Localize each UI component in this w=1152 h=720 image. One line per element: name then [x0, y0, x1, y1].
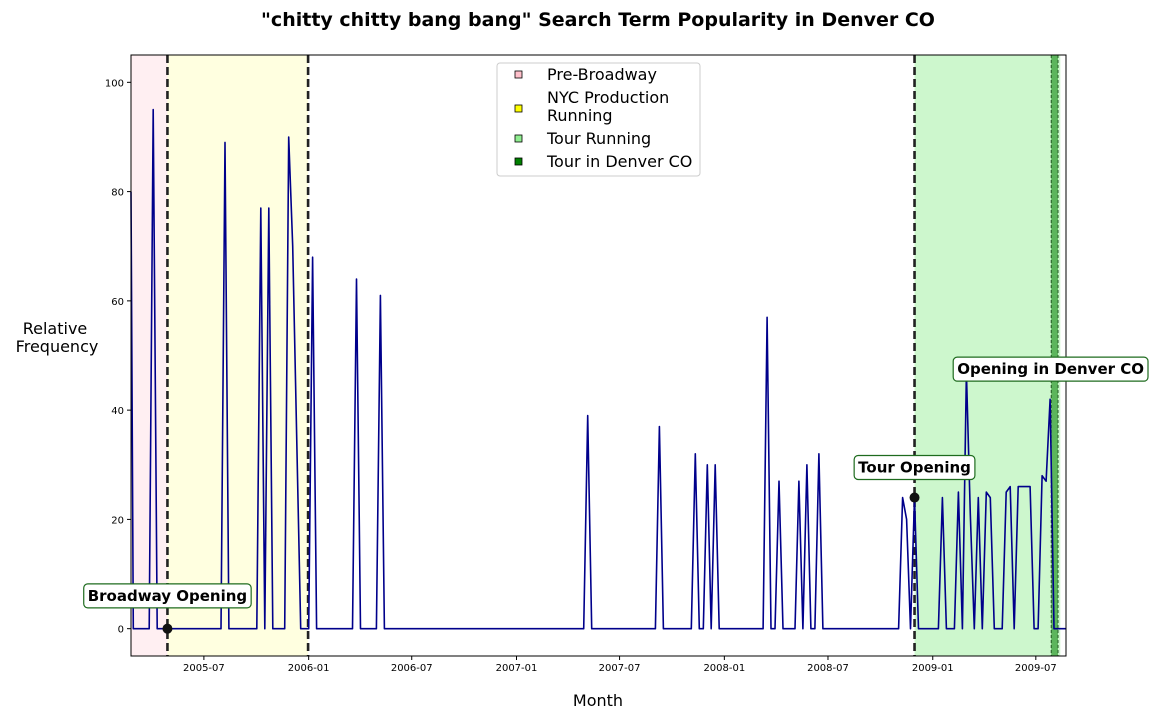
annotation-text: Broadway Opening — [88, 587, 247, 605]
period-boundary-lines — [166, 55, 1059, 656]
legend-label-pre-broadway: Pre-Broadway — [547, 65, 657, 84]
event-marker-1 — [909, 492, 920, 503]
x-axis-label: Month — [573, 691, 623, 710]
y-axis-label-line-2: Frequency — [16, 337, 99, 356]
x-tick-label-2009-07: 2009-07 — [1015, 663, 1057, 674]
span-tour-running — [914, 55, 1061, 656]
y-tick-label-40: 40 — [111, 406, 124, 417]
annotation-box — [952, 356, 1149, 382]
event-annotations: Broadway Opening Tour Opening Opening in D… — [83, 356, 1149, 609]
y-tick-label-0: 0 — [118, 625, 124, 636]
x-tick-label-2008-01: 2008-01 — [703, 663, 745, 674]
legend-label-nyc-line-1: NYC Production — [547, 88, 669, 107]
legend-label-tour-running: Tour Running — [546, 129, 651, 148]
x-tick-label-2007-07: 2007-07 — [599, 663, 641, 674]
series-line-0 — [130, 108, 1066, 630]
y-axis-label-line-1: Relative — [23, 319, 88, 338]
annotation-box — [83, 583, 252, 609]
chart-title: "chitty chitty bang bang" Search Term Po… — [261, 9, 935, 31]
event-markers — [162, 492, 920, 634]
legend-swatch-pre-broadway — [514, 70, 523, 79]
plot-frame — [130, 54, 1067, 657]
annotation-text: Opening in Denver CO — [957, 360, 1144, 378]
x-tick-label-2008-07: 2008-07 — [807, 663, 849, 674]
legend-box — [496, 62, 701, 177]
x-tick-label-2006-01: 2006-01 — [288, 663, 330, 674]
annotation-broadway-opening: Broadway Opening — [83, 583, 252, 609]
x-tick-label-2005-07: 2005-07 — [183, 663, 225, 674]
annotation-text: Tour Opening — [858, 459, 971, 477]
legend-label-tour-denver: Tour in Denver CO — [546, 152, 692, 171]
event-marker-0 — [162, 623, 173, 634]
y-axis-ticks: 0 20 40 60 80 100 — [105, 78, 131, 636]
annotation-tour-opening: Tour Opening — [853, 454, 976, 481]
legend-label-nyc-production: NYC Production Running — [547, 88, 674, 125]
y-tick-label-20: 20 — [111, 515, 124, 526]
x-tick-label-2007-01: 2007-01 — [496, 663, 538, 674]
data-series — [130, 108, 1066, 630]
annotation-opening-in-denver-co: Opening in Denver CO — [952, 356, 1149, 382]
annotation-box — [853, 454, 976, 481]
legend-label-nyc-line-2: Running — [547, 106, 613, 125]
x-tick-label-2006-07: 2006-07 — [391, 663, 433, 674]
x-axis-ticks: 2005-07 2006-01 2006-07 2007-01 2007-07 2008-… — [183, 656, 1057, 674]
y-tick-label-60: 60 — [111, 297, 124, 308]
legend-swatch-nyc-production — [514, 104, 523, 113]
span-tour-in-denver-co — [1051, 55, 1059, 656]
x-tick-label-2009-01: 2009-01 — [912, 663, 954, 674]
legend-swatch-tour-denver — [514, 157, 523, 166]
y-tick-label-80: 80 — [111, 188, 124, 199]
y-tick-label-100: 100 — [105, 78, 124, 89]
legend: Pre-Broadway NYC Production Running Tour… — [496, 62, 701, 177]
legend-swatch-tour-running — [514, 134, 523, 143]
